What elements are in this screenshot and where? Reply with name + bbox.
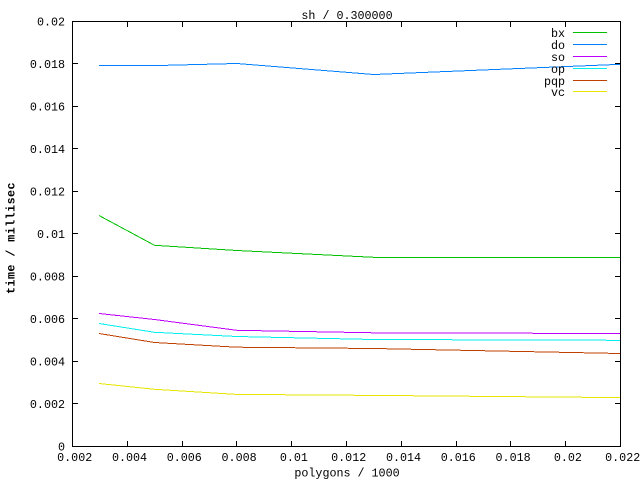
svg-text:polygons / 1000: polygons / 1000	[294, 467, 399, 480]
svg-text:pqp: pqp	[544, 75, 565, 89]
svg-text:op: op	[551, 63, 565, 77]
svg-text:0.004: 0.004	[30, 355, 65, 369]
svg-text:0.018: 0.018	[30, 58, 65, 72]
svg-text:0.006: 0.006	[30, 313, 65, 327]
svg-text:0.016: 0.016	[441, 451, 476, 465]
svg-text:so: so	[551, 51, 565, 65]
svg-text:0: 0	[58, 440, 65, 454]
svg-text:0.02: 0.02	[554, 451, 582, 465]
svg-text:0.01: 0.01	[37, 228, 65, 242]
svg-text:sh / 0.300000: sh / 0.300000	[301, 9, 392, 23]
svg-text:0.016: 0.016	[30, 100, 65, 114]
svg-text:0.004: 0.004	[112, 451, 147, 465]
svg-text:0.008: 0.008	[222, 451, 257, 465]
svg-text:0.012: 0.012	[30, 185, 65, 199]
svg-text:0.002: 0.002	[57, 451, 92, 465]
svg-text:0.006: 0.006	[167, 451, 202, 465]
svg-text:0.012: 0.012	[331, 451, 366, 465]
svg-text:0.02: 0.02	[37, 15, 65, 29]
svg-text:vc: vc	[551, 86, 565, 100]
svg-text:0.01: 0.01	[280, 451, 308, 465]
svg-text:0.002: 0.002	[30, 398, 65, 412]
svg-text:bx: bx	[551, 27, 565, 41]
svg-text:0.022: 0.022	[605, 451, 640, 465]
svg-text:do: do	[551, 39, 565, 53]
svg-text:0.014: 0.014	[30, 143, 65, 157]
svg-text:0.008: 0.008	[30, 270, 65, 284]
svg-text:0.014: 0.014	[386, 451, 421, 465]
svg-text:0.018: 0.018	[496, 451, 531, 465]
svg-text:time / millisec: time / millisec	[5, 182, 19, 294]
